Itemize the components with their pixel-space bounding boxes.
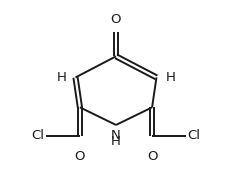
Text: O: O [110,12,121,26]
Text: H: H [111,135,120,148]
Text: N: N [111,129,120,142]
Text: H: H [56,71,66,84]
Text: Cl: Cl [32,129,45,142]
Text: Cl: Cl [186,129,199,142]
Text: H: H [165,71,175,84]
Text: O: O [74,150,85,163]
Text: O: O [146,150,157,163]
